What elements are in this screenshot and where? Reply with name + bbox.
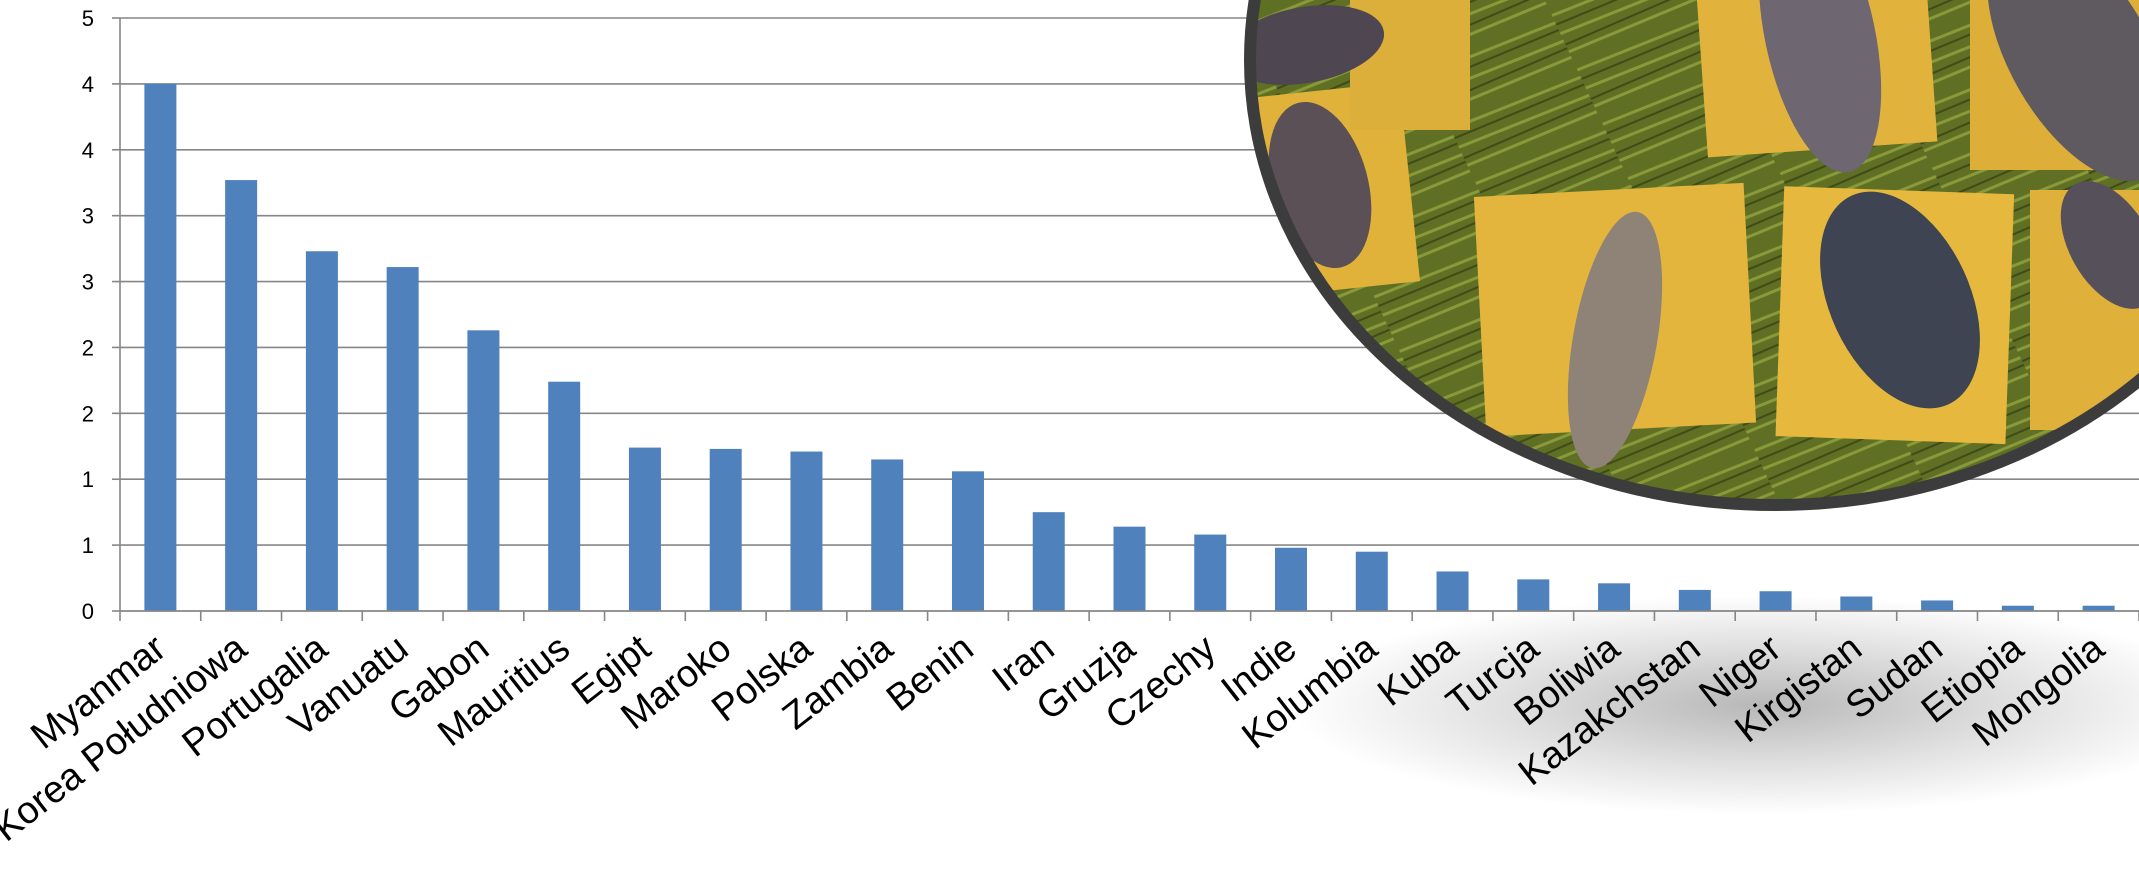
food-photo-icon bbox=[1244, 0, 2139, 511]
y-tick-label: 1 bbox=[82, 467, 94, 492]
bar-8 bbox=[790, 451, 823, 611]
bar-11 bbox=[1032, 512, 1065, 611]
bar-4 bbox=[467, 330, 500, 611]
y-tick-label: 3 bbox=[82, 270, 94, 295]
bar-21 bbox=[1840, 596, 1873, 611]
y-tick-label: 2 bbox=[82, 335, 94, 360]
x-axis bbox=[119, 610, 2139, 621]
bar-19 bbox=[1678, 589, 1711, 611]
bar-16 bbox=[1436, 571, 1469, 611]
x-tick-label: Benin bbox=[879, 627, 981, 720]
bar-14 bbox=[1275, 547, 1308, 611]
bar-9 bbox=[871, 459, 904, 611]
bar-3 bbox=[386, 267, 419, 611]
bar-17 bbox=[1517, 579, 1550, 611]
bar-12 bbox=[1113, 526, 1146, 611]
y-tick-label: 4 bbox=[82, 72, 94, 97]
bar-20 bbox=[1759, 591, 1792, 611]
y-tick-label: 3 bbox=[82, 204, 94, 229]
bar-6 bbox=[628, 447, 661, 611]
bars bbox=[144, 83, 2115, 611]
bar-23 bbox=[2001, 605, 2034, 611]
bar-22 bbox=[1921, 600, 1954, 611]
bar-1 bbox=[225, 180, 258, 611]
bar-18 bbox=[1598, 583, 1631, 611]
y-axis-ticks: 0 1 1 2 2 3 3 4 4 5 bbox=[82, 6, 121, 624]
y-tick-label: 4 bbox=[82, 138, 94, 163]
y-tick-label: 1 bbox=[82, 533, 94, 558]
y-tick-label: 2 bbox=[82, 401, 94, 426]
bar-24 bbox=[2082, 605, 2115, 611]
bar-7 bbox=[709, 448, 742, 611]
bar-2 bbox=[305, 251, 338, 611]
bar-5 bbox=[548, 381, 581, 611]
bar-0 bbox=[144, 83, 177, 611]
bar-13 bbox=[1194, 534, 1227, 611]
y-tick-label: 5 bbox=[82, 6, 94, 31]
y-tick-label: 0 bbox=[82, 599, 94, 624]
bar-10 bbox=[951, 471, 984, 611]
photo-shadow bbox=[1290, 595, 2139, 815]
bar-15 bbox=[1355, 551, 1388, 611]
